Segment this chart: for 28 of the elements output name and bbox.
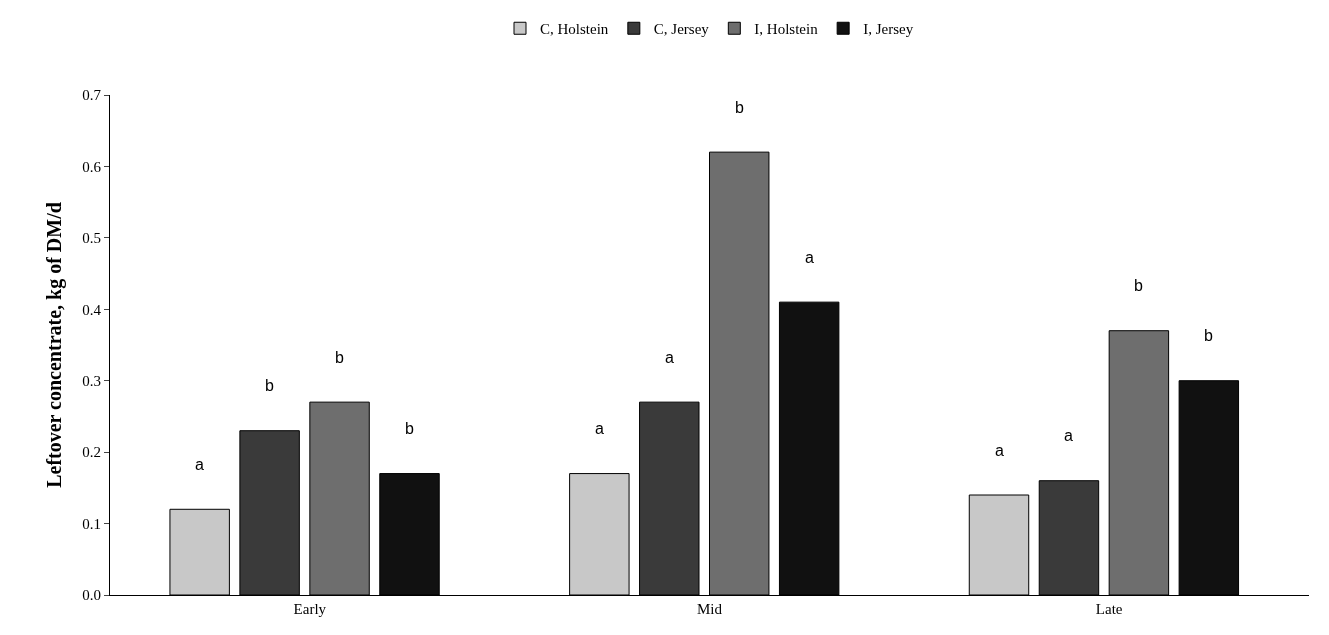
annotation: b <box>735 99 744 116</box>
annotation: b <box>405 420 414 437</box>
x-tick-label: Early <box>293 601 327 617</box>
legend-label: C, Jersey <box>653 21 710 38</box>
y-tick-label: 0.7 <box>82 87 102 104</box>
annotation: b <box>1134 277 1143 294</box>
legend-label: I, Jersey <box>863 21 914 38</box>
y-tick-label: 0.4 <box>82 301 102 318</box>
annotation: a <box>995 442 1004 459</box>
annotation: b <box>335 349 344 366</box>
y-tick-label: 0.5 <box>82 230 101 247</box>
annotation: a <box>195 456 204 473</box>
y-tick-label: 0.2 <box>82 444 101 461</box>
x-tick-label: Late <box>1095 601 1123 617</box>
y-tick-label: 0.3 <box>82 372 101 389</box>
y-tick-label: 0.0 <box>82 587 101 604</box>
y-axis-title: Leftover concentrate, kg of DM/d <box>42 202 66 488</box>
y-tick-label: 0.1 <box>82 515 101 532</box>
annotation: a <box>805 249 814 266</box>
legend-label: I, Holstein <box>754 21 819 38</box>
x-tick-label: Mid <box>696 601 723 617</box>
annotation: a <box>665 349 674 366</box>
annotation: a <box>1064 427 1073 444</box>
annotation: b <box>265 377 274 394</box>
annotation: a <box>595 420 604 437</box>
legend-label: C, Holstein <box>540 21 609 38</box>
y-tick-label: 0.6 <box>82 158 102 175</box>
annotation: b <box>1204 327 1213 344</box>
